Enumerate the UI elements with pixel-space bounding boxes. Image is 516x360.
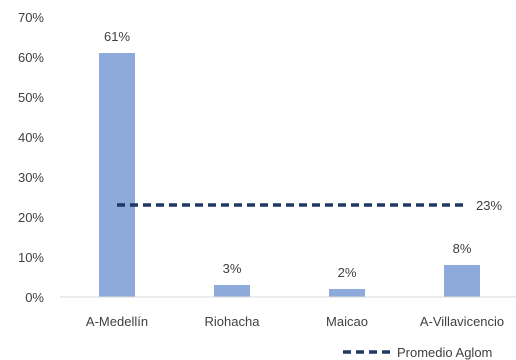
y-tick-label: 10% <box>18 250 44 265</box>
legend: Promedio Aglom <box>343 345 492 360</box>
y-tick-label: 70% <box>18 10 44 25</box>
bar <box>329 289 365 297</box>
y-tick-label: 50% <box>18 90 44 105</box>
x-axis: A-Medellín Riohacha Maicao A-Villavicencio <box>86 314 504 329</box>
data-label: 3% <box>223 261 242 276</box>
legend-label: Promedio Aglom <box>397 345 492 360</box>
bar-series <box>99 53 480 297</box>
x-tick-label: Maicao <box>326 314 368 329</box>
y-axis: 0% 10% 20% 30% 40% 50% 60% 70% <box>18 10 44 305</box>
y-tick-label: 20% <box>18 210 44 225</box>
bar <box>99 53 135 297</box>
y-tick-label: 40% <box>18 130 44 145</box>
data-label: 8% <box>453 241 472 256</box>
y-tick-label: 60% <box>18 50 44 65</box>
bar <box>214 285 250 297</box>
data-label: 2% <box>338 265 357 280</box>
x-tick-label: A-Villavicencio <box>420 314 504 329</box>
bar <box>444 265 480 297</box>
data-label: 61% <box>104 29 130 44</box>
x-tick-label: Riohacha <box>205 314 261 329</box>
average-reference-label: 23% <box>476 198 502 213</box>
y-tick-label: 30% <box>18 170 44 185</box>
data-labels: 61% 3% 2% 8% <box>104 29 472 280</box>
x-tick-label: A-Medellín <box>86 314 148 329</box>
y-tick-label: 0% <box>25 290 44 305</box>
